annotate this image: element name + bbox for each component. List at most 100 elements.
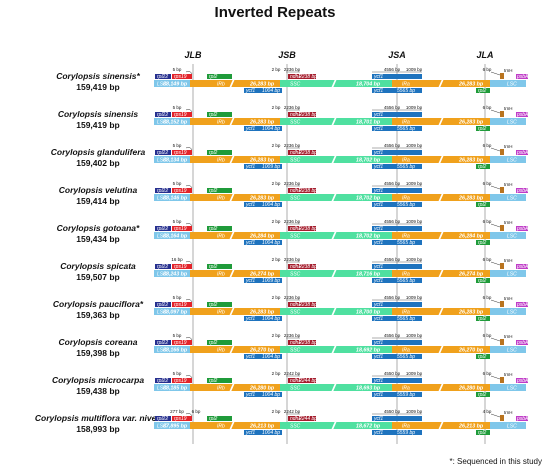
gene-trnh-box: [500, 377, 504, 383]
ndhf-length: 2238 bp: [298, 188, 317, 194]
break-mark: [438, 306, 444, 317]
gene-label-trnh: trnH: [504, 334, 513, 339]
lsc-left-segment: [154, 384, 190, 391]
lsc-right-segment: [490, 384, 526, 391]
gene-label-psba: psbA: [516, 112, 529, 118]
ycf1-irb-length: 1004 bp: [262, 202, 280, 208]
ira-length: 26,284 bp: [458, 234, 484, 240]
gene-ycf1-lower-box: [244, 354, 282, 359]
region-label-ssc: SSC: [290, 234, 301, 240]
gene-label-ycf1-ira: ycf1: [373, 202, 383, 208]
gene-rpl2-lower-box: [476, 278, 490, 283]
lsc-length: 88,152 bp: [163, 120, 188, 126]
break-mark: [438, 230, 444, 241]
ndhf-ssc-length: 2236 bp: [284, 105, 301, 110]
species-name: Corylopsis velutina: [59, 185, 138, 195]
gene-label-ndhf: ndhF: [290, 264, 302, 270]
ycf1-ira-total: 5565 bp: [397, 316, 415, 322]
gene-rpl2-lower-box: [476, 354, 490, 359]
gene-label-ycf1: ycf1: [373, 112, 383, 118]
gene-trnh-box: [500, 73, 504, 79]
ndhf-length: 2238 bp: [298, 112, 317, 118]
ycf1-ssc-length: 4556 bp: [384, 257, 401, 262]
lsc-left-segment: [154, 270, 190, 277]
gene-label-rpl2-lower: rpl2: [478, 126, 487, 132]
gene-label-rpl2: rpl2: [209, 340, 218, 346]
lsc-left-segment: [154, 156, 190, 163]
page-title: Inverted Repeats: [214, 4, 336, 21]
gene-label-trnh: trnH: [504, 182, 513, 187]
gene-ycf1-ira-box: [372, 278, 422, 283]
rps19-pointer: [185, 223, 193, 227]
lsc-left-segment: [154, 346, 190, 353]
region-label-lsc-right: LSC: [507, 310, 517, 316]
region-label-ssc: SSC: [290, 82, 301, 88]
species-name: Corylopsis glandulifera: [51, 147, 146, 157]
gene-label-ycf1-ira: ycf1: [373, 392, 383, 398]
gene-ycf1-box: [372, 340, 422, 345]
ndhf-length: 2238 bp: [298, 302, 317, 308]
region-label-lsc: LSC: [157, 234, 167, 240]
gene-trnh-box: [500, 339, 504, 345]
ndhf-ssc-length: 2236 bp: [284, 143, 301, 148]
gene-label-rpl22: rpl22: [157, 150, 168, 156]
ndhf-ssc-length: 2236 bp: [284, 257, 301, 262]
gene-label-psba: psbA: [516, 302, 529, 308]
ycf1-ssc-length: 4556 bp: [384, 295, 401, 300]
ycf1-irb-length: 1004 bp: [262, 430, 280, 436]
gene-label-trnh: trnH: [504, 106, 513, 111]
region-label-ira: IRa: [402, 158, 410, 164]
region-label-ira: IRa: [402, 348, 410, 354]
gene-label-rpl2-lower: rpl2: [478, 202, 487, 208]
gene-rpl2-box: [207, 264, 232, 269]
gene-ndhf-box: [288, 378, 316, 383]
gene-ycf1-ira-box: [372, 88, 422, 93]
region-label-irb: IRb: [217, 310, 225, 316]
gene-label-psba: psbA: [516, 74, 529, 80]
gene-trnh-box: [500, 111, 504, 117]
gene-label-ycf1-ira: ycf1: [373, 88, 383, 94]
gene-label-ycf1: ycf1: [373, 302, 383, 308]
region-label-lsc: LSC: [157, 310, 167, 316]
gene-label-psba: psbA: [516, 378, 529, 384]
region-label-irb: IRb: [217, 196, 225, 202]
ycf1-irb-length: 1004 bp: [262, 240, 280, 246]
genome-size: 159,419 bp: [76, 82, 119, 92]
break-mark: [331, 192, 337, 203]
ira-length: 26,283 bp: [458, 120, 484, 126]
gene-label-ndhf: ndhF: [290, 378, 302, 384]
region-label-lsc-right: LSC: [507, 196, 517, 202]
region-label-lsc-right: LSC: [507, 82, 517, 88]
gene-ycf1-lower-box: [244, 164, 282, 169]
gene-rpl2-box: [207, 150, 232, 155]
gene-label-ycf1-lower: ycf1: [245, 392, 255, 398]
rps19-pointer: [185, 299, 193, 303]
break-mark: [438, 420, 444, 431]
gene-label-rpl22: rpl22: [157, 302, 168, 308]
ycf1-ssc-length: 4556 bp: [384, 143, 401, 148]
genome-size: 159,438 bp: [76, 386, 119, 396]
gene-label-ndhf: ndhF: [290, 112, 302, 118]
region-label-irb: IRb: [217, 348, 225, 354]
trnh-pointer: [490, 261, 501, 266]
trnh-offset: 6 bp: [483, 295, 492, 300]
gene-rps19-box: [172, 74, 192, 79]
gene-ycf1-ira-box: [372, 164, 422, 169]
gene-ndhf-box: [288, 226, 316, 231]
region-label-lsc: LSC: [157, 82, 167, 88]
rps19-pointer: [185, 71, 193, 75]
gene-label-psba: psbA: [516, 340, 529, 346]
ndhf-length: 2238 bp: [298, 340, 317, 346]
gene-label-rpl22: rpl22: [157, 264, 168, 270]
species-name: Corylopsis gotoana*: [57, 223, 140, 233]
lsc-right-segment: [490, 270, 526, 277]
species-row: Corylopsis sinensis*159,419 bp LSC IRb SSC I…: [56, 67, 529, 94]
region-label-ssc: SSC: [290, 310, 301, 316]
irb-segment: [190, 308, 280, 315]
gene-rpl2-lower-box: [476, 126, 490, 131]
lsc-length: 88,097 bp: [163, 310, 188, 316]
ssc-length: 18,692 bp: [356, 348, 381, 354]
genome-size: 159,402 bp: [76, 158, 119, 168]
